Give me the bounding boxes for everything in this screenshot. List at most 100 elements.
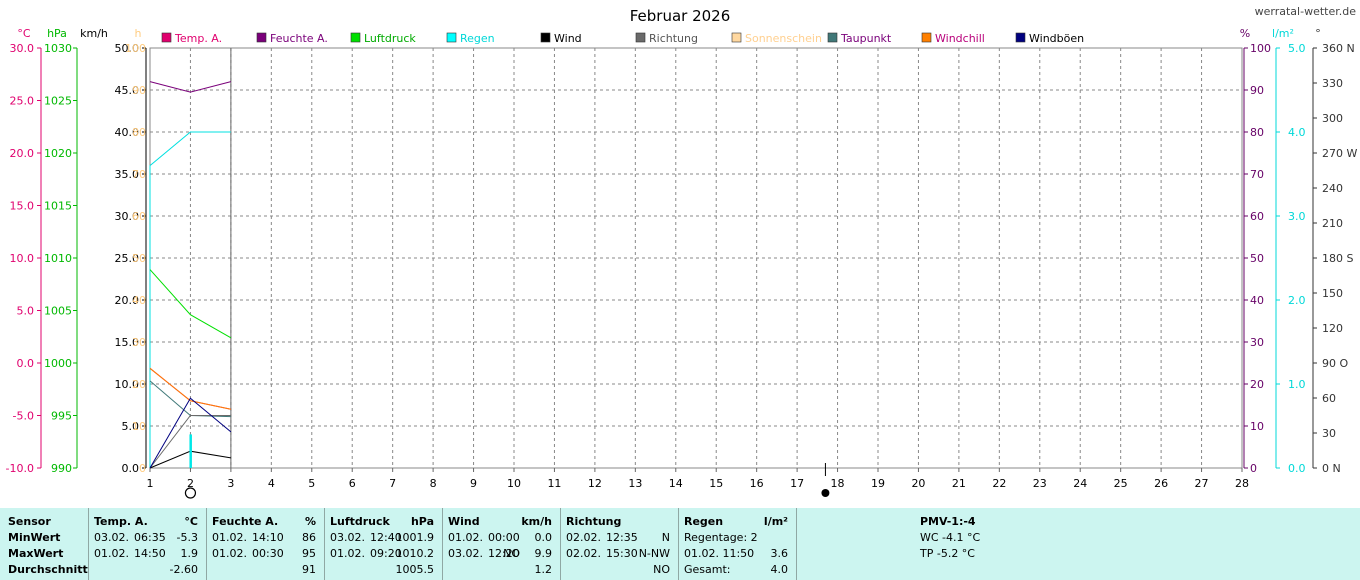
x-tick-label: 14 bbox=[669, 477, 683, 490]
right-axis-tick-label: 0.0 bbox=[1288, 462, 1306, 475]
legend-swatch bbox=[731, 32, 742, 43]
stats-row: Temp. A. °C bbox=[88, 514, 206, 530]
x-tick-label: 7 bbox=[389, 477, 396, 490]
sensor-row-label: MinWert bbox=[8, 531, 61, 544]
stats-row: Feuchte A.% bbox=[206, 514, 324, 530]
left-axis-unit: km/h bbox=[80, 27, 108, 40]
series-line-luftdruck bbox=[149, 269, 232, 339]
left-axis-tick-label: 5.0 bbox=[17, 305, 35, 318]
stats-col-temp-header: Temp. A. bbox=[94, 515, 148, 528]
left-axis-tick-label: 10.0 bbox=[10, 252, 35, 265]
x-tick-label: 12 bbox=[588, 477, 602, 490]
stats-col-temp-value: 1.9 bbox=[180, 547, 199, 560]
plot-grid bbox=[149, 47, 1243, 469]
stats-col-temp-unit: °C bbox=[184, 515, 198, 528]
legend-swatch bbox=[256, 32, 267, 43]
x-tick-label: 8 bbox=[430, 477, 437, 490]
x-tick-label: 10 bbox=[507, 477, 521, 490]
stats-row: Regentage: 2 bbox=[678, 530, 796, 546]
x-tick-label: 23 bbox=[1033, 477, 1047, 490]
stats-row: Richtung bbox=[560, 514, 678, 530]
right-axis-unit: ° bbox=[1315, 27, 1321, 40]
x-tick-label: 27 bbox=[1195, 477, 1209, 490]
watermark: werratal-wetter.de bbox=[1255, 5, 1357, 18]
stats-col-wind-value: 1.2 bbox=[534, 563, 553, 576]
x-tick-label: 18 bbox=[831, 477, 845, 490]
left-axis-tick-label: 10 bbox=[132, 420, 146, 433]
stats-col-wind-date: 03.02. bbox=[448, 547, 483, 560]
new-moon-icon bbox=[821, 489, 830, 497]
regen-label: 01.02. 11:50 bbox=[684, 547, 755, 560]
full-moon-icon bbox=[184, 487, 197, 499]
stats-col-richtung-value: NO bbox=[653, 563, 670, 576]
stats-col-wind-value: 0.0 bbox=[534, 531, 553, 544]
regen-label: Regentage: 2 bbox=[684, 531, 758, 544]
stats-col-luftdruck-value: 1005.5 bbox=[395, 563, 435, 576]
pmv-block: PMV-1:-4 WC -4.1 °C TP -5.2 °C bbox=[796, 508, 1096, 580]
right-axis-tick-label: 180 S bbox=[1322, 252, 1353, 265]
stats-col-richtung-value: N-NW bbox=[638, 547, 670, 560]
right-axis-tick-label: 90 O bbox=[1322, 357, 1348, 370]
x-tick-label: 24 bbox=[1073, 477, 1087, 490]
right-axis-tick-label: 70 bbox=[1250, 168, 1264, 181]
stats-row: TP -5.2 °C bbox=[796, 546, 1096, 562]
left-axis-tick-label: 5.0 bbox=[122, 420, 140, 433]
stats-col-feuchte-date: 01.02. bbox=[212, 547, 247, 560]
right-axis-tick-label: 10 bbox=[1250, 420, 1264, 433]
chart-title: Februar 2026 bbox=[630, 7, 731, 25]
right-axis-tick-label: 80 bbox=[1250, 126, 1264, 139]
legend-label: Feuchte A. bbox=[270, 32, 328, 45]
pmv-line: WC -4.1 °C bbox=[920, 531, 981, 544]
legend-label: Windböen bbox=[1029, 32, 1084, 45]
stats-col-luftdruck-date: 03.02. bbox=[330, 531, 365, 544]
stats-row: MinWert bbox=[0, 530, 88, 546]
right-axis-tick-label: 90 bbox=[1250, 84, 1264, 97]
stats-row: 02.02. 15:30 N-NW bbox=[560, 546, 678, 562]
x-tick-label: 11 bbox=[547, 477, 561, 490]
left-axis-tick-label: 1005 bbox=[44, 305, 72, 318]
stats-col-temp-time: 14:50 bbox=[134, 547, 166, 560]
x-tick-label: 1 bbox=[147, 477, 154, 490]
right-axis-tick-label: 270 W bbox=[1322, 147, 1357, 160]
sensor-row-label: Durchschnitt bbox=[8, 563, 88, 576]
stats-col-feuchte-header: Feuchte A. bbox=[212, 515, 279, 528]
x-tick-label: 4 bbox=[268, 477, 275, 490]
stats-row: Wind km/h bbox=[442, 514, 560, 530]
stats-col-luftdruck-header: Luftdruck bbox=[330, 515, 390, 528]
legend-label: Sonnenschein bbox=[745, 32, 822, 45]
x-tick-label: 6 bbox=[349, 477, 356, 490]
right-axis-tick-label: 120 bbox=[1322, 322, 1343, 335]
stats-col-luftdruck-value: 1010.2 bbox=[395, 547, 435, 560]
legend-swatch bbox=[350, 32, 361, 43]
axes: 1 2 3 4 5 6 7 8 9 10 11 12 13 14 15 16 17 18 19 20 21 22 23 24 2… bbox=[6, 27, 1358, 490]
stats-row: Luftdruck hPa bbox=[324, 514, 442, 530]
stats-col-feuchte-value: 91 bbox=[302, 563, 316, 576]
left-axis-tick-label: 20 bbox=[132, 378, 146, 391]
statistics-table: Sensor MinWert MaxWert Durchschnitt Temp. A.… bbox=[0, 508, 1360, 580]
right-axis-tick-label: 0 bbox=[1250, 462, 1257, 475]
stats-col-feuchte-time: 00:30 bbox=[252, 547, 284, 560]
pmv-line: TP -5.2 °C bbox=[920, 547, 975, 560]
legend-label: Taupunkt bbox=[840, 32, 892, 45]
legend-label: Richtung bbox=[649, 32, 698, 45]
x-tick-label: 9 bbox=[470, 477, 477, 490]
x-tick-label: 16 bbox=[750, 477, 764, 490]
left-axis-tick-label: 1010 bbox=[44, 252, 72, 265]
right-axis-tick-label: 0 N bbox=[1322, 462, 1341, 475]
stats-col-regen: Regen l/m² Regentage: 2 01.02. 11:50 3.6 Gesa… bbox=[678, 508, 797, 580]
legend-swatch bbox=[827, 32, 838, 43]
stats-col-richtung-time: 12:35 bbox=[606, 531, 638, 544]
stats-col-wind-header: Wind bbox=[448, 515, 480, 528]
x-tick-label: 26 bbox=[1154, 477, 1168, 490]
stats-row: 03.02. 06:35 -5.3 bbox=[88, 530, 206, 546]
left-axis-unit: h bbox=[135, 27, 142, 40]
x-tick-label: 13 bbox=[628, 477, 642, 490]
x-tick-label: 15 bbox=[709, 477, 723, 490]
left-axis-tick-label: 80 bbox=[132, 126, 146, 139]
stats-col-feuchte-value: 95 bbox=[302, 547, 316, 560]
left-axis-tick-label: 15.0 bbox=[10, 200, 35, 213]
stats-row: 1.2 bbox=[442, 562, 560, 578]
left-axis-tick-label: 100 bbox=[125, 42, 146, 55]
stats-col-feuchte-value: 86 bbox=[302, 531, 316, 544]
x-tick-label: 5 bbox=[308, 477, 315, 490]
